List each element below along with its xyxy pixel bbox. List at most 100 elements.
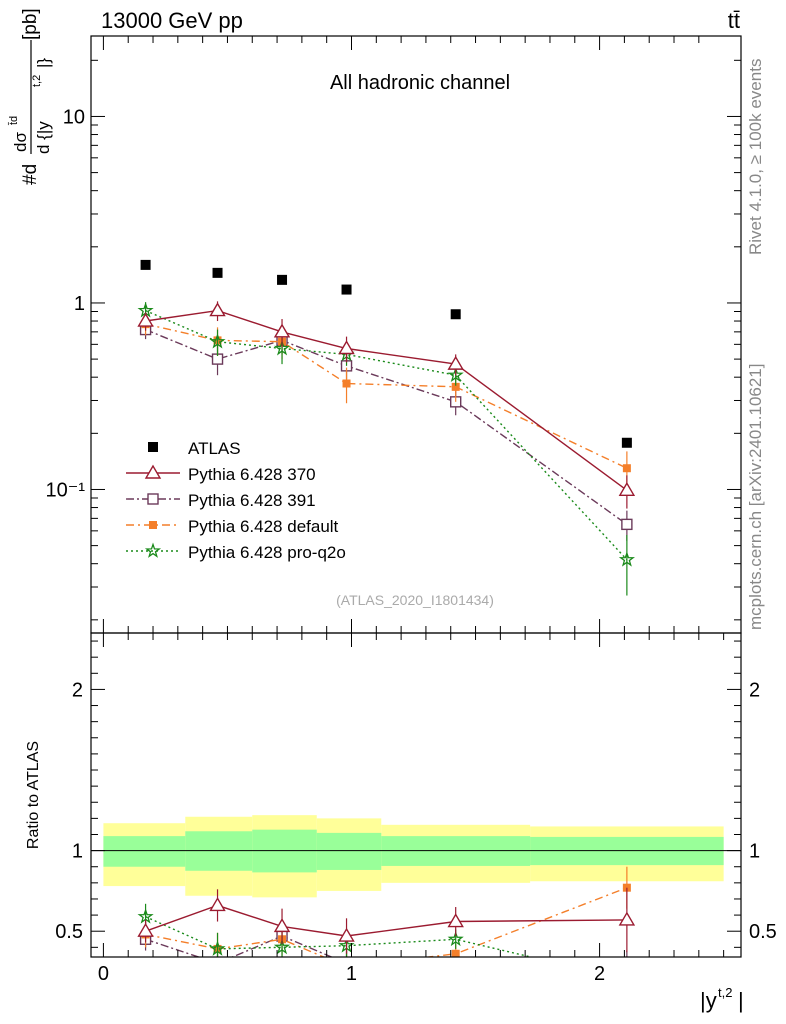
y-tick-label: 1 [74, 293, 85, 315]
legend-marker-atlas [148, 442, 158, 452]
ylabel-unit: [pb] [20, 8, 41, 40]
legend-item-pq2o: Pythia 6.428 pro-q2o [126, 542, 346, 562]
data-point-pq2o [447, 366, 464, 382]
x-axis-label: |y t,2 | [700, 985, 744, 1013]
legend-label: Pythia 6.428 default [188, 517, 339, 536]
ratio-y-tick-label: 2 [72, 679, 83, 701]
process-label: tt̄ [728, 8, 740, 33]
legend-marker-pq2o [144, 542, 162, 558]
legend-label: Pythia 6.428 370 [188, 465, 316, 484]
series-line-p391 [145, 328, 628, 525]
mcplots-label: mcplots.cern.ch [arXiv:2401.10621] [746, 364, 765, 630]
series-line-pdef [145, 323, 628, 469]
legend-marker-p391 [147, 493, 159, 505]
ratio-y-tick-label: 1 [72, 841, 83, 863]
data-point-p370 [209, 302, 226, 317]
legend-label: Pythia 6.428 391 [188, 491, 316, 510]
y-tick-label: 10⁻¹ [46, 479, 86, 501]
data-point-p370 [447, 355, 464, 370]
ratio-point-pq2o [621, 973, 633, 985]
rivet-label: Rivet 4.1.0, ≥ 100k events [746, 59, 765, 255]
data-point-pq2o [273, 340, 291, 356]
legend-label: Pythia 6.428 pro-q2o [188, 543, 346, 562]
data-point-p370 [137, 312, 154, 327]
y-tick-label: 10 [63, 106, 85, 128]
analysis-watermark: (ATLAS_2020_I1801434) [336, 592, 494, 608]
ratio-point-pq2o [447, 930, 464, 947]
data-point-pq2o [618, 551, 635, 567]
ratio-point-pq2o [273, 938, 291, 955]
ratio-point-p391 [451, 960, 461, 970]
legend-marker-p370 [144, 464, 162, 479]
ratio-point-p370 [137, 922, 154, 937]
main-y-axis-label: #d dσ t̄d d {|y t,2 |} [pb] [8, 8, 53, 185]
data-point-p370 [273, 323, 291, 338]
data-point-p391 [621, 518, 633, 531]
legend: ATLAS Pythia 6.428 370 Pythia 6.428 391 Pyt… [126, 439, 346, 562]
data-point-pdef [342, 379, 351, 388]
ratio-y-tick-label-right: 0.5 [749, 921, 777, 943]
ratio-point-pdef [451, 949, 460, 957]
data-point-atlas [140, 259, 151, 270]
data-point-atlas [450, 309, 461, 320]
ratio-point-pq2o [137, 908, 154, 924]
xlabel-sup: t,2 [718, 985, 732, 1000]
ratio-point-p391 [622, 958, 632, 968]
main-plot-panel: 10⁻¹ 1 10 All hadronic channel (ATLAS_2020… [8, 8, 742, 634]
data-point-pdef [622, 464, 631, 473]
ratio-line-p391 [145, 935, 334, 957]
ratio-point-pq2o [209, 940, 226, 956]
ratio-point-p370 [338, 927, 355, 942]
ratio-plot-panel: 0.5 0.5 1 1 2 2 0 1 2 Ratio to ATLAS |y t,2 | [25, 632, 777, 1013]
uncertainty-band-inner [103, 836, 186, 867]
ratio-y-axis-label: Ratio to ATLAS [25, 741, 42, 849]
ylabel-numerator: dσ [11, 132, 30, 152]
x-tick-label: 0 [98, 963, 109, 985]
data-point-atlas [277, 274, 288, 285]
ratio-point-p370 [618, 911, 636, 926]
legend-item-atlas: ATLAS [148, 439, 241, 458]
ratio-point-p370 [209, 897, 226, 912]
series-line-pq2o [145, 309, 628, 561]
ylabel-numerator-sup: t̄d [8, 116, 20, 126]
legend-item-pdef: Pythia 6.428 default [126, 517, 339, 536]
legend-item-p391: Pythia 6.428 391 [126, 491, 316, 510]
ratio-series-pq2o [137, 903, 633, 985]
legend-marker-pdef [149, 521, 157, 529]
series-atlas [140, 259, 632, 448]
data-point-p370 [618, 481, 636, 496]
data-point-pdef [451, 382, 460, 391]
xlabel-end: | [738, 988, 744, 1013]
uncertainty-band-inner [316, 832, 382, 870]
series-line-p370 [145, 309, 628, 491]
ratio-series-p370 [137, 887, 636, 954]
data-point-atlas [621, 437, 632, 448]
ratio-point-p370 [273, 917, 291, 933]
ratio-line-p370 [145, 904, 627, 937]
ylabel-denominator: d {|y [34, 121, 53, 154]
data-point-p370 [338, 340, 355, 355]
x-tick-label: 1 [346, 963, 357, 985]
ratio-y-tick-label: 0.5 [55, 921, 83, 943]
ylabel-denominator-sup: t,2 [31, 75, 43, 87]
ratio-point-p391 [213, 958, 223, 968]
ylabel-denominator-end: |} [34, 58, 53, 68]
xlabel-main: |y [700, 988, 717, 1013]
data-point-atlas [341, 284, 352, 295]
ylabel-hash-d: #d [20, 164, 41, 185]
ratio-line-pq2o [145, 916, 534, 957]
energy-label: 13000 GeV pp [101, 8, 243, 33]
legend-item-p370: Pythia 6.428 370 [126, 464, 316, 484]
legend-label: ATLAS [188, 439, 241, 458]
ratio-y-tick-label-right: 1 [749, 841, 760, 863]
data-point-pq2o [209, 333, 226, 349]
ratio-y-tick-label-right: 2 [749, 679, 760, 701]
x-tick-label: 2 [594, 963, 605, 985]
ratio-plot-frame [90, 632, 742, 958]
series-p370 [137, 301, 636, 509]
data-point-atlas [212, 267, 223, 278]
plot-title: All hadronic channel [330, 72, 510, 94]
ratio-point-p370 [447, 913, 464, 928]
ratio-line-pdef [145, 887, 628, 957]
